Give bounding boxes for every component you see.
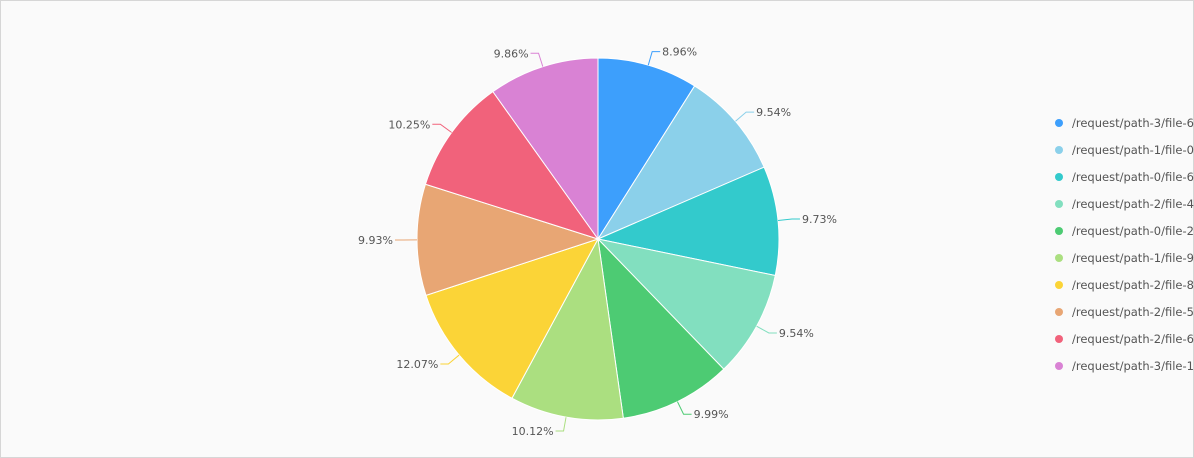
slice-leader-line-0 bbox=[647, 51, 661, 66]
pie-slice-1[interactable] bbox=[596, 85, 765, 241]
slice-label-2: 9.73% bbox=[802, 213, 837, 226]
slice-label-7: 9.93% bbox=[358, 234, 393, 247]
legend-dot-icon bbox=[1055, 145, 1063, 154]
legend-item-2[interactable]: /request/path-0/file-6 bbox=[1053, 163, 1194, 190]
slice-label-4: 9.99% bbox=[694, 408, 729, 421]
legend-item-6[interactable]: /request/path-2/file-8 bbox=[1053, 271, 1194, 298]
legend-dot-icon bbox=[1055, 172, 1063, 181]
slice-label-6: 12.07% bbox=[396, 358, 438, 371]
slice-leader-line-3 bbox=[756, 325, 777, 334]
legend-dot-icon bbox=[1055, 253, 1063, 262]
legend-dot-icon bbox=[1055, 118, 1063, 127]
slice-label-8: 10.25% bbox=[388, 118, 430, 131]
legend-dot-icon bbox=[1055, 199, 1063, 208]
legend-label: /request/path-2/file-8 bbox=[1072, 277, 1194, 292]
legend-label: /request/path-0/file-6 bbox=[1072, 169, 1194, 184]
pie-slice-6[interactable] bbox=[425, 238, 600, 399]
legend-item-9[interactable]: /request/path-3/file-1 bbox=[1053, 352, 1194, 379]
legend-label: /request/path-3/file-6 bbox=[1072, 115, 1194, 130]
legend-label: /request/path-2/file-5 bbox=[1072, 304, 1194, 319]
legend-label: /request/path-0/file-2 bbox=[1072, 223, 1194, 238]
slice-label-3: 9.54% bbox=[779, 327, 814, 340]
legend-dot-icon bbox=[1055, 307, 1063, 316]
pie-slice-5[interactable] bbox=[511, 237, 624, 421]
legend-item-0[interactable]: /request/path-3/file-6 bbox=[1053, 109, 1194, 136]
slice-leader-line-5 bbox=[555, 417, 567, 432]
legend-item-8[interactable]: /request/path-2/file-6 bbox=[1053, 325, 1194, 352]
legend-item-4[interactable]: /request/path-0/file-2 bbox=[1053, 217, 1194, 244]
slice-leader-line-4 bbox=[676, 401, 692, 415]
legend-label: /request/path-1/file-0 bbox=[1072, 142, 1194, 157]
legend-item-1[interactable]: /request/path-1/file-0 bbox=[1053, 136, 1194, 163]
legend: /request/path-3/file-6/request/path-1/fi… bbox=[1053, 109, 1194, 379]
slice-leader-line-6 bbox=[440, 354, 460, 365]
slice-leader-line-8 bbox=[432, 123, 452, 133]
slice-label-5: 10.12% bbox=[512, 425, 554, 438]
legend-item-5[interactable]: /request/path-1/file-9 bbox=[1053, 244, 1194, 271]
pie-slice-7[interactable] bbox=[416, 183, 600, 297]
legend-dot-icon bbox=[1055, 334, 1063, 343]
slice-leader-line-1 bbox=[735, 111, 755, 122]
legend-item-3[interactable]: /request/path-2/file-4 bbox=[1053, 190, 1194, 217]
pie-slice-0[interactable] bbox=[597, 57, 696, 241]
legend-label: /request/path-2/file-4 bbox=[1072, 196, 1194, 211]
legend-dot-icon bbox=[1055, 280, 1063, 289]
pie-slice-2[interactable] bbox=[596, 166, 780, 277]
slice-leader-line-2 bbox=[777, 218, 800, 221]
legend-label: /request/path-3/file-1 bbox=[1072, 358, 1194, 373]
slice-label-9: 9.86% bbox=[494, 47, 529, 60]
legend-dot-icon bbox=[1055, 361, 1063, 370]
pie-slice-8[interactable] bbox=[424, 90, 600, 240]
legend-item-7[interactable]: /request/path-2/file-5 bbox=[1053, 298, 1194, 325]
pie-slice-9[interactable] bbox=[492, 57, 599, 241]
legend-dot-icon bbox=[1055, 226, 1063, 235]
legend-label: /request/path-2/file-6 bbox=[1072, 331, 1194, 346]
pie-slice-4[interactable] bbox=[597, 237, 725, 419]
slice-leader-line-9 bbox=[530, 52, 544, 67]
slice-label-0: 8.96% bbox=[662, 46, 697, 59]
legend-label: /request/path-1/file-9 bbox=[1072, 250, 1194, 265]
slice-label-1: 9.54% bbox=[756, 106, 791, 119]
